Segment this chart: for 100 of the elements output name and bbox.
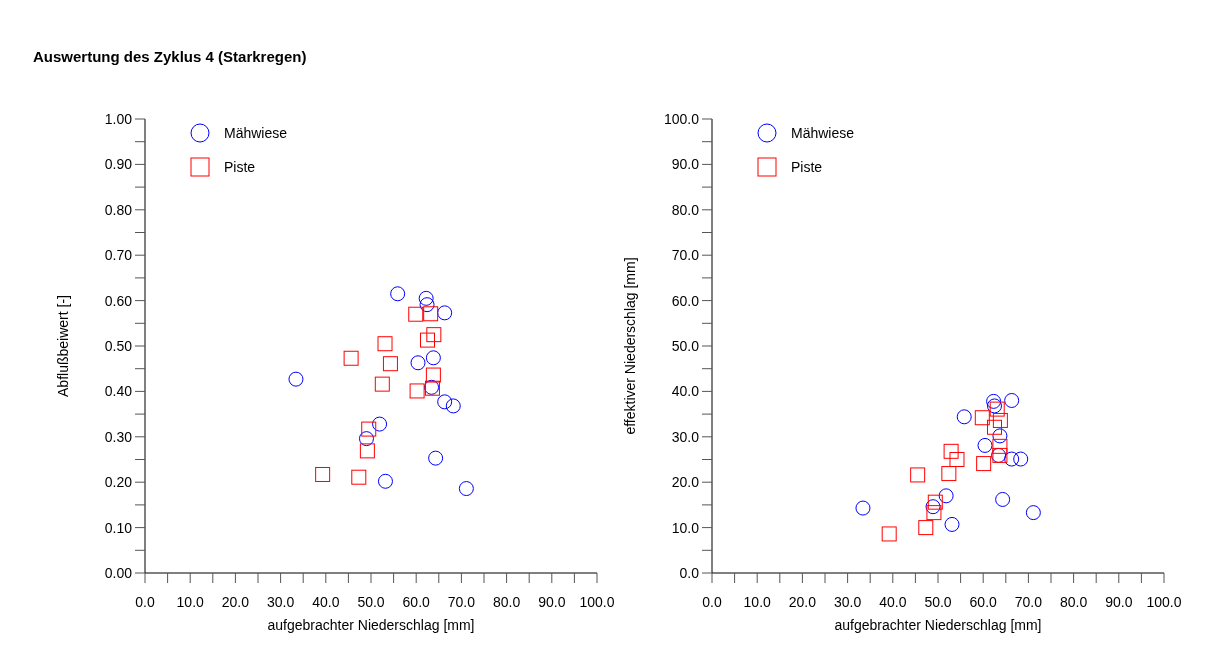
point (382, 356, 398, 372)
point (992, 428, 1008, 444)
point (426, 327, 442, 343)
point (925, 499, 941, 515)
x-tick-label: 70.0 (447, 594, 476, 610)
x-tick-label: 10.0 (176, 594, 205, 610)
legend-label: Piste (224, 159, 256, 175)
x-tick-label: 100.0 (1146, 594, 1182, 610)
point (359, 443, 375, 459)
point (986, 393, 1002, 409)
point (445, 398, 461, 414)
point (425, 367, 441, 383)
point (976, 456, 992, 472)
point (315, 466, 331, 482)
y-tick-label: 20.0 (671, 474, 700, 491)
point (881, 526, 897, 542)
y-tick-label: 0.00 (104, 565, 133, 581)
point (423, 306, 439, 322)
point (1013, 451, 1029, 467)
x-tick-label: 100.0 (579, 594, 615, 610)
y-tick-label: 1.00 (104, 111, 133, 127)
x-tick-label: 80.0 (492, 594, 521, 610)
y-tick-label: 100.0 (663, 111, 700, 127)
y-tick-label: 0.50 (104, 338, 133, 354)
y-tick-label: 0.70 (104, 247, 133, 264)
x-tick-label: 50.0 (924, 594, 952, 610)
y-tick-label: 0.40 (104, 383, 133, 400)
y-axis-title: Abflußbeiwert [-] (55, 295, 71, 397)
y-tick-label: 0.80 (104, 201, 133, 218)
x-tick-label: 20.0 (788, 594, 817, 610)
legend-label: Mähwiese (224, 125, 288, 141)
chart-title: Auswertung des Zyklus 4 (Starkregen) (33, 48, 307, 65)
x-tick-label: 70.0 (1014, 594, 1043, 610)
y-tick-label: 50.0 (671, 338, 700, 354)
y-axis-title: effektiver Niederschlag [mm] (622, 257, 638, 435)
y-tick-label: 0.20 (104, 474, 133, 491)
point (943, 443, 959, 459)
point (374, 376, 390, 392)
y-tick-label: 70.0 (671, 247, 700, 264)
point (409, 383, 425, 399)
y-tick-label: 40.0 (671, 383, 700, 400)
point (910, 467, 926, 483)
x-tick-label: 20.0 (221, 594, 250, 610)
point (358, 431, 374, 447)
x-tick-label: 60.0 (969, 594, 998, 610)
x-tick-label: 40.0 (879, 594, 907, 610)
y-tick-label: 0.10 (104, 519, 133, 536)
point (995, 491, 1011, 507)
point (918, 520, 934, 536)
point (437, 394, 453, 410)
point (1025, 505, 1041, 521)
x-tick-label: 60.0 (402, 594, 431, 610)
point (977, 437, 993, 453)
point (938, 488, 954, 504)
point (425, 350, 441, 366)
point (408, 306, 424, 322)
point (992, 412, 1008, 428)
y-tick-label: 30.0 (671, 428, 700, 445)
x-axis-title: aufgebrachter Niederschlag [mm] (834, 617, 1042, 633)
point (437, 305, 453, 321)
x-axis-title: aufgebrachter Niederschlag [mm] (267, 617, 475, 633)
point (377, 473, 393, 489)
point (458, 481, 474, 497)
legend-label: Piste (791, 159, 823, 175)
x-tick-label: 50.0 (357, 594, 385, 610)
y-tick-label: 60.0 (671, 292, 700, 309)
y-tick-label: 0.90 (104, 156, 133, 173)
point (420, 332, 435, 348)
point (941, 466, 957, 482)
y-tick-label: 0.0 (679, 565, 700, 581)
point (419, 297, 435, 313)
x-tick-label: 90.0 (538, 594, 566, 610)
point (390, 286, 406, 302)
y-tick-label: 90.0 (671, 156, 700, 173)
point (1004, 392, 1020, 408)
point (926, 505, 942, 521)
x-tick-label: 0.0 (135, 594, 155, 610)
x-tick-label: 90.0 (1105, 594, 1133, 610)
point (927, 494, 943, 510)
y-tick-label: 80.0 (671, 201, 700, 218)
x-tick-label: 0.0 (702, 594, 722, 610)
point (974, 410, 990, 426)
point (288, 371, 304, 387)
point (949, 452, 965, 467)
point (944, 516, 960, 532)
point (377, 336, 393, 352)
point (1004, 451, 1020, 467)
point (956, 409, 972, 425)
x-tick-label: 80.0 (1059, 594, 1088, 610)
point (351, 469, 367, 485)
point (855, 500, 871, 516)
point (361, 421, 377, 437)
x-tick-label: 10.0 (743, 594, 772, 610)
point (372, 416, 388, 432)
point (992, 438, 1008, 454)
y-tick-label: 0.60 (104, 292, 133, 309)
x-tick-label: 40.0 (312, 594, 340, 610)
x-tick-label: 30.0 (833, 594, 862, 610)
point (428, 450, 444, 466)
y-tick-label: 10.0 (671, 519, 700, 536)
